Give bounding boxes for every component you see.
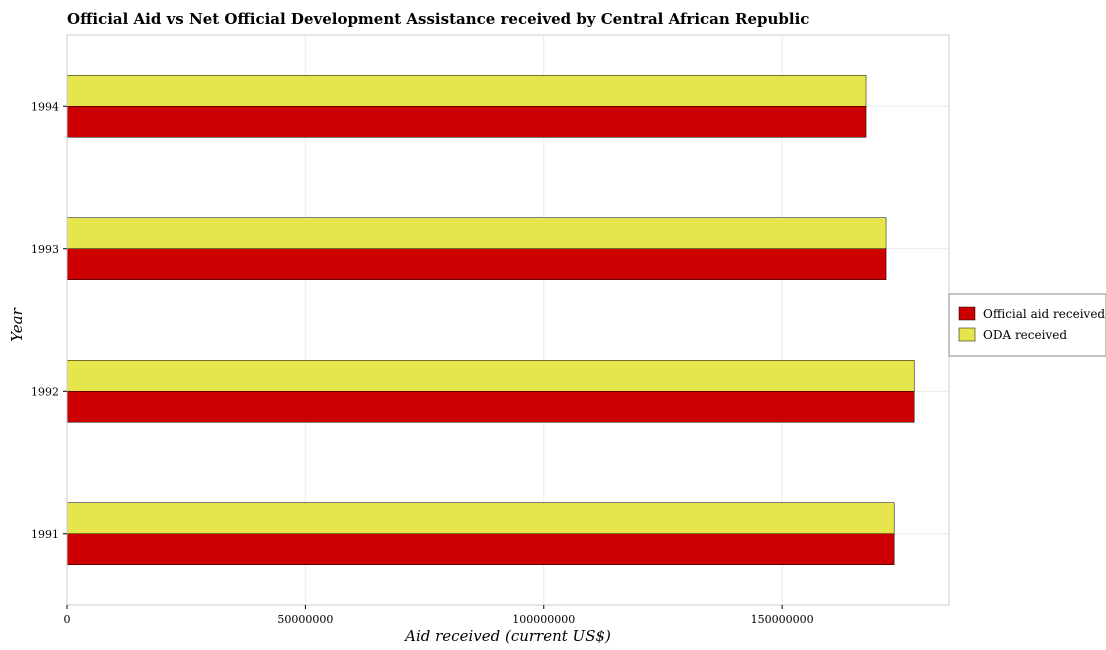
chart-title: Official Aid vs Net Official Development… — [67, 10, 809, 28]
legend-label-1: ODA received — [983, 328, 1067, 342]
bar-1993-oda — [66, 217, 887, 249]
plot-area: 1991 1992 1993 1994 0 50000000 100000000 150000… — [31, 34, 950, 626]
y-tick-label-1992: 1992 — [31, 385, 59, 398]
bar-1993-official-aid — [66, 248, 887, 280]
bar-1994-oda — [66, 75, 867, 107]
legend-swatch-0 — [958, 306, 976, 321]
y-tick-label-1994: 1994 — [31, 100, 59, 113]
x-tick-label-3: 150000000 — [751, 613, 814, 626]
legend-box — [948, 293, 1106, 357]
bar-1991-oda — [66, 502, 895, 534]
x-tick-label-1: 50000000 — [277, 613, 333, 626]
bar-1992-official-aid — [66, 391, 915, 423]
bar-1991-official-aid — [66, 533, 895, 565]
x-tick-label-0: 0 — [64, 613, 71, 626]
legend: Official aid received ODA received — [948, 293, 1106, 357]
x-tick-label-2: 100000000 — [512, 613, 575, 626]
bar-1994-official-aid — [66, 106, 867, 138]
legend-label-0: Official aid received — [983, 307, 1105, 321]
y-tick-label-1993: 1993 — [31, 243, 59, 256]
bar-1992-oda — [66, 360, 915, 392]
y-axis-label: Year — [8, 307, 26, 341]
x-axis-label: Aid received (current US$) — [403, 627, 611, 645]
legend-swatch-1 — [958, 327, 976, 342]
y-tick-label-1991: 1991 — [31, 528, 59, 541]
